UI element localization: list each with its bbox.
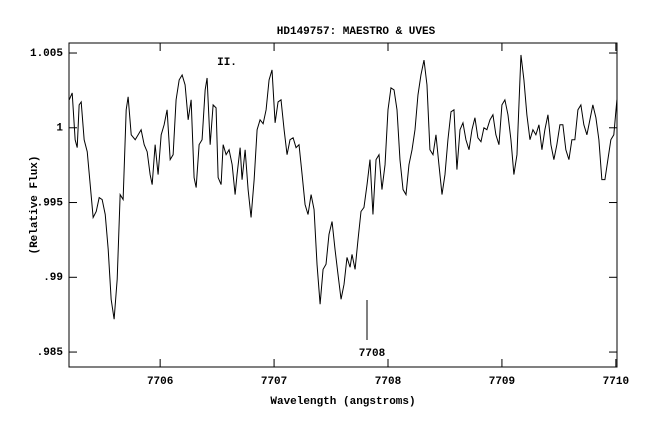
x-tick-label: 7710: [603, 376, 629, 388]
y-tick-label: .99: [43, 272, 63, 284]
spectrum-line: [68, 54, 618, 320]
x-axis-label: Wavelength (angstroms): [270, 396, 415, 408]
x-tick-label: 7707: [261, 376, 287, 388]
y-tick-label: 1: [56, 123, 63, 135]
x-tick-label: 7706: [147, 376, 173, 388]
y-axis-label: (Relative Flux): [29, 155, 41, 254]
chart-title: HD149757: MAESTRO & UVES: [277, 26, 436, 38]
y-tick-label: 1.005: [30, 48, 63, 60]
annotation: 7708: [359, 348, 386, 360]
y-tick-label: .995: [37, 197, 64, 209]
plot-frame: [68, 42, 618, 368]
y-tick-label: .985: [37, 347, 64, 359]
x-tick-label: 7709: [489, 376, 515, 388]
x-tick-label: 7708: [375, 376, 402, 388]
annotation: II.: [217, 57, 237, 69]
